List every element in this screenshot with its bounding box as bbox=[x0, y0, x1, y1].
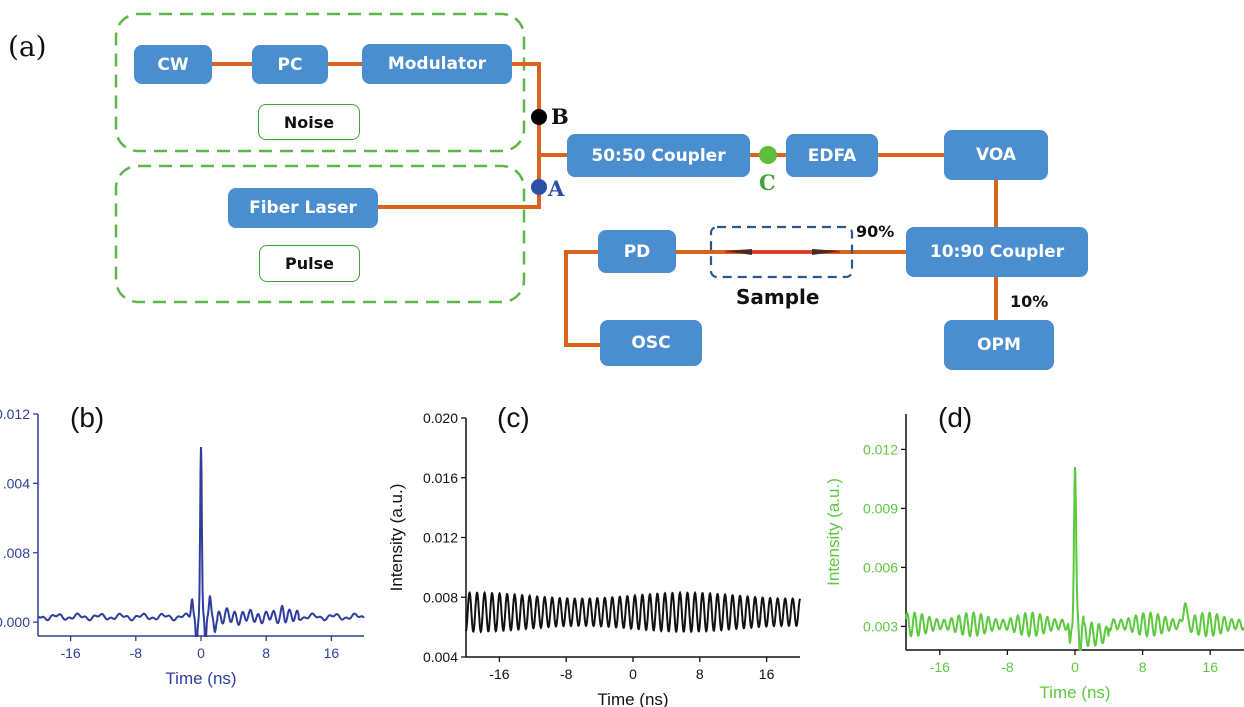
series-line-b bbox=[37, 446, 365, 637]
x-tick-label: 16 bbox=[324, 645, 340, 661]
pulse-group-border bbox=[114, 164, 526, 304]
x-tick-label: 8 bbox=[1139, 659, 1147, 675]
point-c-marker bbox=[759, 146, 777, 164]
panel-label-d: (d) bbox=[938, 402, 972, 433]
y-tick-label: 0.004 bbox=[423, 649, 458, 665]
y-tick-label: 0.012 bbox=[863, 441, 898, 457]
x-tick-label: 0 bbox=[629, 666, 637, 682]
fiber-laser-box: Fiber Laser bbox=[228, 188, 378, 228]
point-a-label: A bbox=[548, 176, 565, 201]
pct-90-label: 90% bbox=[856, 222, 895, 241]
y-tick-label: 0.012 bbox=[0, 406, 30, 422]
modulator-box: Modulator bbox=[362, 44, 512, 84]
point-b-marker bbox=[531, 109, 547, 125]
x-axis-label: Time (ns) bbox=[165, 669, 236, 688]
voa-box: VOA bbox=[944, 130, 1048, 180]
x-tick-label: 0 bbox=[1071, 659, 1079, 675]
y-tick-label: 0.016 bbox=[423, 470, 458, 486]
x-tick-label: 8 bbox=[262, 645, 270, 661]
panel-label-c: (c) bbox=[497, 402, 530, 433]
point-c-label: C bbox=[759, 170, 776, 195]
noise-group-border bbox=[114, 12, 526, 153]
coupler-1090-box: 10:90 Coupler bbox=[906, 227, 1088, 277]
y-tick-label: 0.006 bbox=[863, 559, 898, 575]
x-tick-label: 16 bbox=[759, 666, 775, 682]
series-line-c bbox=[465, 590, 801, 634]
series-line-d bbox=[905, 467, 1244, 651]
pulse-label: Pulse bbox=[259, 245, 360, 282]
x-tick-label: -8 bbox=[1001, 659, 1014, 675]
osc-box: OSC bbox=[600, 320, 702, 366]
edfa-box: EDFA bbox=[786, 134, 878, 177]
y-tick-label: 0.003 bbox=[863, 618, 898, 634]
panel-label-a: (a) bbox=[8, 30, 47, 63]
y-tick-label: 0.009 bbox=[863, 500, 898, 516]
y-axis-label: Intensity (a.u.) bbox=[387, 484, 406, 592]
pct-10-label: 10% bbox=[1010, 292, 1049, 311]
x-tick-label: -8 bbox=[130, 645, 143, 661]
point-a-marker bbox=[531, 179, 547, 195]
y-tick-label: 0.008 bbox=[423, 589, 458, 605]
y-tick-label: 0.020 bbox=[423, 410, 458, 426]
x-axis-label: Time (ns) bbox=[597, 690, 668, 707]
coupler-5050-box: 50:50 Coupler bbox=[567, 134, 750, 177]
y-tick-label: .008 bbox=[3, 545, 30, 561]
x-tick-label: 8 bbox=[696, 666, 704, 682]
panel-label-b: (b) bbox=[70, 402, 104, 433]
point-b-label: B bbox=[551, 104, 569, 129]
y-tick-label: 0.000 bbox=[0, 614, 30, 630]
pd-box: PD bbox=[598, 230, 676, 273]
x-tick-label: -8 bbox=[560, 666, 573, 682]
cw-box: CW bbox=[134, 45, 212, 84]
x-tick-label: -16 bbox=[930, 659, 950, 675]
x-tick-label: -16 bbox=[489, 666, 509, 682]
x-tick-label: 0 bbox=[197, 645, 205, 661]
pc-box: PC bbox=[252, 45, 328, 84]
sample-dashed-box bbox=[709, 225, 854, 279]
y-axis-label: Intensity (a.u.) bbox=[824, 478, 843, 586]
x-axis-label: Time (ns) bbox=[1039, 683, 1110, 702]
y-tick-label: 0.012 bbox=[423, 530, 458, 546]
x-tick-label: 16 bbox=[1202, 659, 1218, 675]
x-tick-label: -16 bbox=[60, 645, 80, 661]
y-tick-label: .004 bbox=[3, 475, 30, 491]
opm-box: OPM bbox=[944, 320, 1054, 370]
noise-label: Noise bbox=[258, 104, 360, 140]
sample-label: Sample bbox=[736, 285, 820, 309]
